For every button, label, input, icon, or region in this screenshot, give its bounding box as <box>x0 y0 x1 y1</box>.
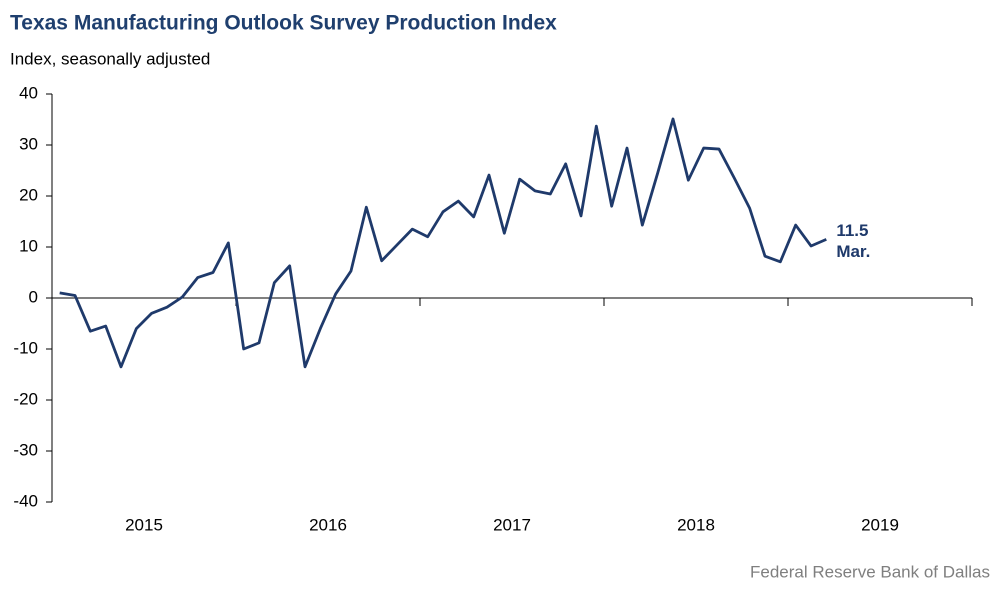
x-tick-label: 2019 <box>861 515 899 534</box>
source: Federal Reserve Bank of Dallas <box>750 562 990 581</box>
y-tick-label: 20 <box>19 185 38 204</box>
y-tick-label: -20 <box>13 389 38 408</box>
y-tick-label: 40 <box>19 83 38 102</box>
y-tick-label: 10 <box>19 236 38 255</box>
x-tick-label: 2015 <box>125 515 163 534</box>
x-tick-label: 2017 <box>493 515 531 534</box>
value-label: 11.5 <box>836 221 868 240</box>
y-tick-label: -40 <box>13 491 38 510</box>
y-tick-label: 30 <box>19 134 38 153</box>
x-tick-label: 2016 <box>309 515 347 534</box>
y-tick-label: -10 <box>13 338 38 357</box>
x-tick-label: 2018 <box>677 515 715 534</box>
y-tick-label: 0 <box>29 287 38 306</box>
chart-title: Texas Manufacturing Outlook Survey Produ… <box>10 12 557 35</box>
y-tick-label: -30 <box>13 440 38 459</box>
line <box>59 117 827 369</box>
month-label: Mar. <box>836 242 870 261</box>
subtitle: Index, seasonally adjusted <box>10 49 210 68</box>
